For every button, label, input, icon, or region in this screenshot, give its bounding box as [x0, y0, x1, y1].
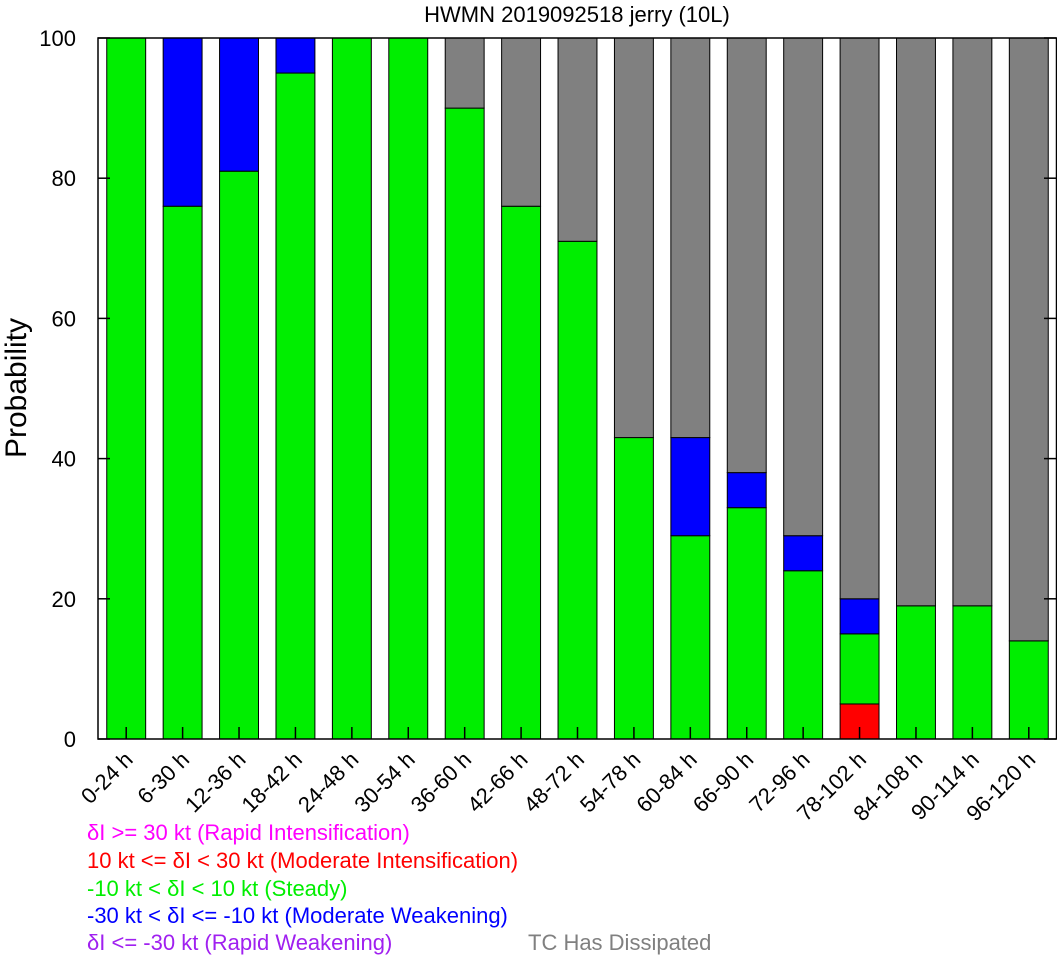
bar-segment-72-96-h-30-kt-di-10-kt-moderate-weakening: [783, 535, 824, 572]
bar-segment-54-78-h-10-kt-di-10-kt-steady: [613, 437, 654, 740]
x-tick-label: 54-78 h: [575, 747, 645, 817]
bar-segment-90-114-h-10-kt-di-10-kt-steady: [952, 605, 993, 740]
y-tick-label: 20: [52, 587, 76, 612]
bars-group: [106, 37, 1049, 740]
bar-segment-48-72-h-tc-has-dissipated: [557, 37, 598, 242]
bar-segment-6-30-h-10-kt-di-10-kt-steady: [162, 205, 203, 740]
x-tick-labels: 0-24 h6-30 h12-36 h18-42 h24-48 h30-54 h…: [76, 747, 1040, 826]
x-tick-label: 30-54 h: [349, 747, 419, 817]
bar-segment-72-96-h-10-kt-di-10-kt-steady: [783, 570, 824, 740]
bar-segment-84-108-h-10-kt-di-10-kt-steady: [896, 605, 936, 740]
y-tick-label: 40: [52, 447, 76, 472]
bar-segment-60-84-h-10-kt-di-10-kt-steady: [670, 535, 711, 740]
bar-segment-36-60-h-tc-has-dissipated: [444, 37, 485, 109]
x-tick-label: 42-66 h: [462, 747, 532, 817]
chart-title: HWMN 2019092518 jerry (10L): [424, 2, 730, 27]
bar-segment-90-114-h-tc-has-dissipated: [952, 37, 993, 607]
bar-segment-24-48-h-10-kt-di-10-kt-steady: [331, 37, 372, 740]
legend-entry-rapid-weakening: δI <= -30 kt (Rapid Weakening): [87, 930, 393, 955]
bar-segment-78-102-h-30-kt-di-10-kt-moderate-weakening: [839, 598, 880, 635]
bar-segment-66-90-h-tc-has-dissipated: [726, 37, 767, 474]
legend-entry-steady: -10 kt < δI < 10 kt (Steady): [87, 876, 348, 901]
x-tick-label: 66-90 h: [688, 747, 758, 817]
y-tick-label: 100: [39, 26, 76, 51]
y-axis-label: Probability: [0, 318, 33, 458]
bar-segment-12-36-h-30-kt-di-10-kt-moderate-weakening: [219, 37, 259, 172]
bar-segment-54-78-h-tc-has-dissipated: [613, 37, 654, 439]
x-tick-label: 18-42 h: [237, 747, 307, 817]
bar-segment-18-42-h-10-kt-di-10-kt-steady: [275, 72, 316, 740]
bar-segment-42-66-h-tc-has-dissipated: [501, 37, 542, 207]
x-tick-label: 36-60 h: [406, 747, 476, 817]
bar-segment-78-102-h-10-kt-di-10-kt-steady: [839, 633, 880, 705]
legend-entry-rapid-intensification: δI >= 30 kt (Rapid Intensification): [87, 820, 410, 845]
x-tick-label: 0-24 h: [76, 747, 138, 809]
bar-segment-48-72-h-10-kt-di-10-kt-steady: [557, 240, 598, 740]
bar-segment-78-102-h-tc-has-dissipated: [839, 37, 880, 600]
y-tick-label: 80: [52, 166, 76, 191]
bar-segment-30-54-h-10-kt-di-10-kt-steady: [388, 37, 429, 740]
axes-group: 0 20 40 60 80 100: [39, 26, 1057, 752]
bar-segment-72-96-h-tc-has-dissipated: [783, 37, 824, 537]
bar-segment-96-120-h-10-kt-di-10-kt-steady: [1008, 640, 1049, 740]
bar-segment-6-30-h-30-kt-di-10-kt-moderate-weakening: [162, 37, 203, 207]
x-tick-label: 12-36 h: [180, 747, 250, 817]
x-tick-label: 24-48 h: [293, 747, 363, 817]
bar-segment-18-42-h-30-kt-di-10-kt-moderate-weakening: [275, 37, 316, 74]
bar-segment-60-84-h-30-kt-di-10-kt-moderate-weakening: [670, 437, 711, 537]
bar-segment-42-66-h-10-kt-di-10-kt-steady: [501, 205, 542, 740]
bar-segment-96-120-h-tc-has-dissipated: [1008, 37, 1049, 642]
legend-entry-moderate-weakening: -30 kt < δI <= -10 kt (Moderate Weakenin…: [87, 903, 508, 928]
bar-segment-84-108-h-tc-has-dissipated: [896, 37, 936, 607]
bar-segment-66-90-h-30-kt-di-10-kt-moderate-weakening: [726, 472, 767, 509]
bar-segment-36-60-h-10-kt-di-10-kt-steady: [444, 107, 485, 740]
bar-segment-0-24-h-10-kt-di-10-kt-steady: [106, 37, 147, 740]
bar-segment-60-84-h-tc-has-dissipated: [670, 37, 711, 439]
x-tick-label: 48-72 h: [519, 747, 589, 817]
y-tick-label: 0: [64, 727, 76, 752]
legend-entry-dissipated: TC Has Dissipated: [528, 930, 712, 955]
bar-segment-66-90-h-10-kt-di-10-kt-steady: [726, 507, 767, 740]
x-tick-label: 60-84 h: [631, 747, 701, 817]
bar-segment-12-36-h-10-kt-di-10-kt-steady: [219, 170, 259, 740]
legend-entry-moderate-intensification: 10 kt <= δI < 30 kt (Moderate Intensific…: [87, 848, 519, 873]
y-tick-label: 60: [52, 306, 76, 331]
